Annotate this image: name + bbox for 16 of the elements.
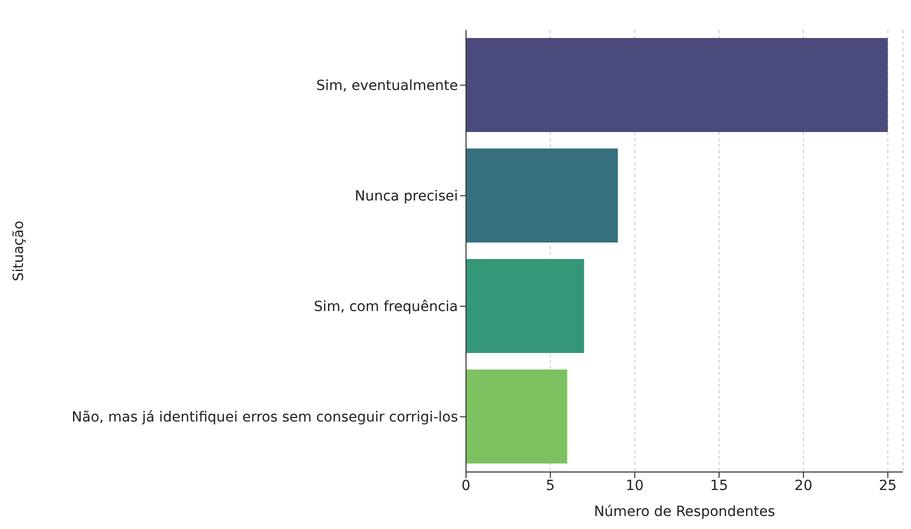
x-tick-label: 0: [462, 478, 470, 494]
x-axis-title: Número de Respondentes: [594, 504, 776, 520]
y-tick-label: Sim, eventualmente: [316, 78, 458, 94]
bar: [466, 259, 584, 353]
y-tick-label: Sim, com frequência: [314, 299, 458, 316]
x-tick-label: 5: [546, 478, 555, 494]
y-axis-title: Situação: [10, 220, 27, 282]
bar: [466, 370, 568, 464]
y-tick-label: Não, mas já identifiquei erros sem conseguir corrigi-los: [72, 410, 458, 426]
bar: [466, 38, 888, 132]
x-tick-label: 10: [626, 478, 644, 494]
y-tick-label: Nunca precisei: [354, 188, 458, 205]
x-tick-label: 20: [794, 478, 812, 494]
x-tick-label: 25: [878, 478, 897, 494]
bar: [466, 148, 618, 242]
x-tick-label: 15: [710, 478, 728, 494]
